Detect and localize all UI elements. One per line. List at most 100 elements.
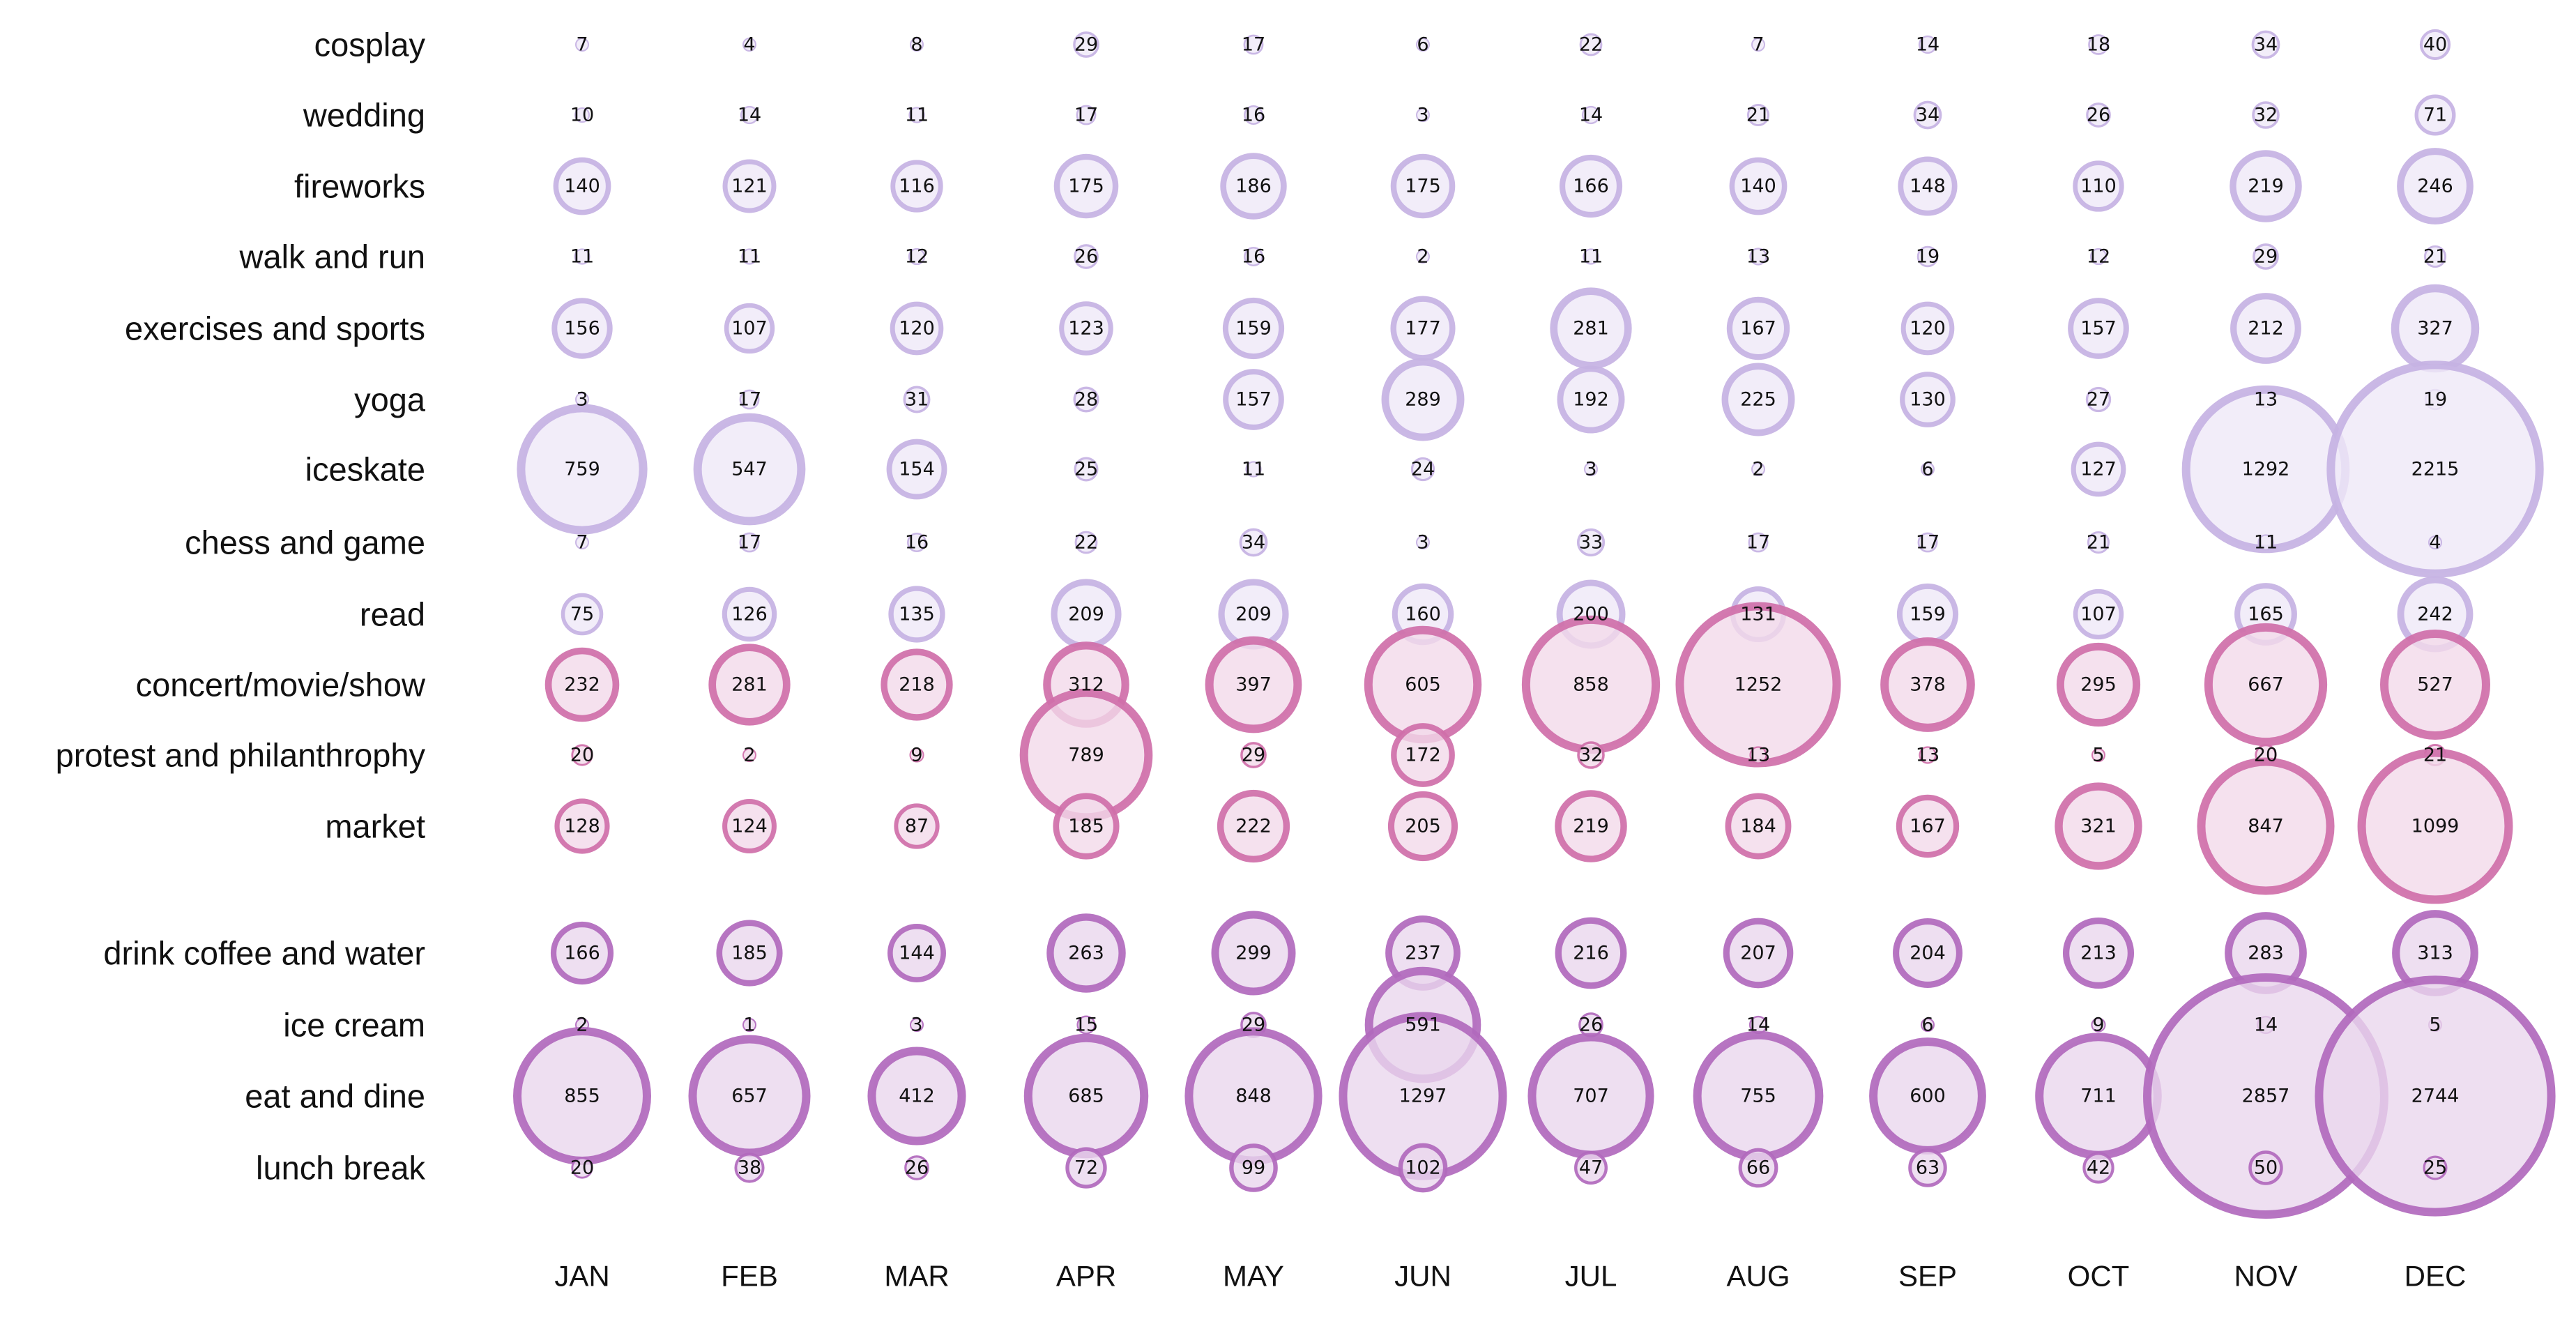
value-label-market-sep: 167 [1910, 816, 1946, 837]
bubble-walk-and-run-apr [1074, 244, 1099, 269]
bubble-drink-coffee-and-water-apr [1046, 913, 1126, 993]
bubble-cosplay-feb [742, 38, 756, 52]
value-label-concert-movie-show-jul: 858 [1573, 674, 1609, 696]
bubble-protest-and-philanthrophy-sep [1919, 746, 1937, 764]
value-label-iceskate-jun: 24 [1411, 459, 1435, 480]
bubble-chess-and-game-may [1239, 528, 1268, 557]
month-label-dec: DEC [2404, 1260, 2467, 1293]
value-label-ice-cream-jan: 2 [576, 1014, 588, 1036]
bubble-wedding-jan [574, 107, 590, 123]
bubble-lunch-break-sep [1908, 1148, 1947, 1187]
value-label-lunch-break-may: 99 [1242, 1157, 1265, 1179]
bubble-concert-movie-show-feb [708, 644, 791, 726]
row-label-layer: cosplay wedding fireworks walk and run exerc… [56, 26, 426, 1187]
value-label-walk-and-run-dec: 21 [2423, 246, 2447, 268]
value-label-drink-coffee-and-water-sep: 204 [1910, 943, 1946, 964]
value-label-yoga-apr: 28 [1074, 389, 1098, 411]
bubble-drink-coffee-and-water-sep [1893, 918, 1963, 988]
bubble-drink-coffee-and-water-may [1211, 911, 1296, 996]
bubble-iceskate-oct [2071, 441, 2126, 497]
value-label-fireworks-oct: 110 [2080, 176, 2117, 197]
bubble-exercises-and-sports-feb [724, 303, 775, 354]
value-label-lunch-break-feb: 38 [738, 1157, 761, 1179]
value-label-protest-and-philanthrophy-may: 29 [1242, 745, 1265, 766]
bubble-eat-and-dine-dec [2315, 975, 2556, 1217]
value-label-eat-and-dine-apr: 685 [1068, 1086, 1104, 1107]
value-label-yoga-mar: 31 [905, 389, 929, 411]
value-label-exercises-and-sports-jun: 177 [1405, 318, 1441, 340]
bubble-chess-and-game-mar [907, 533, 927, 552]
bubble-cosplay-nov [2251, 30, 2280, 59]
value-label-concert-movie-show-nov: 667 [2248, 674, 2284, 696]
bubble-walk-and-run-mar [908, 248, 926, 266]
value-label-cosplay-aug: 7 [1752, 34, 1764, 56]
value-label-yoga-feb: 17 [738, 389, 761, 411]
value-label-drink-coffee-and-water-jun: 237 [1405, 943, 1441, 964]
value-label-cosplay-oct: 18 [2087, 34, 2110, 56]
value-label-drink-coffee-and-water-dec: 313 [2417, 943, 2453, 964]
bubble-cosplay-sep [1918, 35, 1937, 54]
bubble-protest-and-philanthrophy-jul [1577, 741, 1605, 769]
value-label-ice-cream-feb: 1 [743, 1014, 755, 1036]
value-label-exercises-and-sports-jul: 281 [1573, 318, 1609, 340]
value-label-concert-movie-show-oct: 295 [2080, 674, 2117, 696]
bubble-yoga-mar [903, 386, 931, 413]
value-label-chess-and-game-jan: 7 [576, 532, 588, 554]
value-label-market-jul: 219 [1573, 816, 1609, 837]
row-label-market: market [325, 808, 425, 845]
value-label-ice-cream-aug: 14 [1746, 1014, 1770, 1036]
bubble-fireworks-mar [890, 160, 943, 213]
value-label-yoga-oct: 27 [2087, 389, 2110, 411]
value-label-chess-and-game-aug: 17 [1746, 532, 1770, 554]
bubble-chess-and-game-feb [739, 532, 760, 553]
bubble-lunch-break-jan [571, 1157, 593, 1179]
value-label-market-dec: 1099 [2411, 816, 2460, 837]
value-label-wedding-jan: 10 [570, 105, 594, 126]
value-label-market-may: 222 [1235, 816, 1272, 837]
bubble-yoga-sep [1900, 372, 1956, 427]
month-label-jul: JUL [1565, 1260, 1617, 1293]
value-label-fireworks-jun: 175 [1405, 176, 1441, 197]
value-label-wedding-mar: 11 [905, 105, 929, 126]
bubble-ice-cream-apr [1076, 1015, 1096, 1035]
bubble-concert-movie-show-nov [2204, 623, 2328, 747]
value-label-cosplay-jan: 7 [576, 34, 588, 56]
bubble-yoga-apr [1073, 386, 1099, 413]
bubble-iceskate-jan [517, 404, 648, 535]
bubble-chess-and-game-jan [575, 535, 589, 549]
value-label-fireworks-sep: 148 [1910, 176, 1946, 197]
bubble-market-oct [2055, 782, 2142, 870]
value-label-drink-coffee-and-water-nov: 283 [2248, 943, 2284, 964]
value-label-ice-cream-apr: 15 [1074, 1014, 1098, 1036]
bubble-lunch-break-jul [1574, 1151, 1608, 1185]
bubble-walk-and-run-jun [1416, 250, 1430, 264]
bubble-walk-and-run-may [1244, 247, 1263, 266]
value-label-exercises-and-sports-apr: 123 [1068, 318, 1104, 340]
bubble-wedding-jun [1416, 108, 1430, 122]
value-label-protest-and-philanthrophy-jun: 172 [1405, 745, 1441, 766]
value-label-read-nov: 165 [2248, 604, 2284, 625]
value-label-iceskate-oct: 127 [2080, 459, 2117, 480]
value-label-chess-and-game-feb: 17 [738, 532, 761, 554]
month-label-layer: JAN FEB MAR APR MAY JUN JUL AUG SEP OCT NOV DEC [554, 1260, 2466, 1293]
value-label-eat-and-dine-jul: 707 [1573, 1086, 1609, 1107]
bubble-iceskate-dec [2326, 360, 2544, 578]
bubble-protest-and-philanthrophy-jun [1391, 723, 1455, 787]
bubble-fireworks-aug [1729, 157, 1788, 215]
bubble-fireworks-jun [1390, 153, 1456, 219]
value-label-chess-and-game-jun: 3 [1417, 532, 1428, 554]
bubble-market-dec [2357, 748, 2513, 904]
bubble-walk-and-run-feb [741, 248, 758, 265]
value-label-cosplay-sep: 14 [1916, 34, 1939, 56]
bubble-fireworks-dec [2397, 148, 2474, 225]
bubble-yoga-jun [1381, 358, 1465, 441]
value-label-cosplay-jul: 22 [1579, 34, 1603, 56]
bubble-lunch-break-apr [1065, 1147, 1107, 1189]
bubble-iceskate-jun [1410, 457, 1435, 482]
value-label-iceskate-feb: 547 [731, 459, 768, 480]
bubble-yoga-feb [739, 389, 760, 410]
bubble-walk-and-run-aug [1749, 248, 1767, 266]
bubble-cosplay-may [1243, 34, 1264, 55]
value-label-eat-and-dine-aug: 755 [1740, 1086, 1776, 1107]
bubble-lunch-break-aug [1738, 1148, 1778, 1188]
